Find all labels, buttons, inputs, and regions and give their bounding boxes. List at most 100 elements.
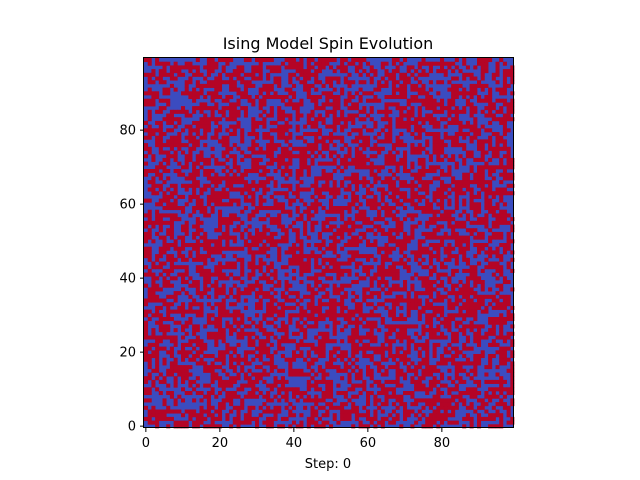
heatmap-cell [284,250,289,255]
heatmap-cell [469,305,474,310]
heatmap-cell [251,320,256,325]
heatmap-cell [473,254,478,259]
heatmap-cell [151,220,156,225]
heatmap-cell [184,354,189,359]
heatmap-cell [251,124,256,129]
heatmap-cell [151,409,156,414]
heatmap-cell [236,372,241,377]
heatmap-cell [247,217,252,222]
heatmap-cell [273,413,278,418]
heatmap-cell [240,272,245,277]
heatmap-cell [314,372,319,377]
heatmap-cell [377,294,382,299]
heatmap-cell [321,350,326,355]
heatmap-cell [262,246,267,251]
heatmap-cell [273,65,278,70]
heatmap-cell [299,254,304,259]
heatmap-cell [332,157,337,162]
heatmap-cell [440,331,445,336]
heatmap-cell [465,180,470,185]
heatmap-cell [218,128,223,133]
heatmap-cell [358,65,363,70]
heatmap-cell [373,180,378,185]
heatmap-cell [210,198,215,203]
heatmap-cell [295,124,300,129]
heatmap-cell [292,387,297,392]
heatmap-cell [454,331,459,336]
heatmap-cell [377,83,382,88]
heatmap-cell [495,298,500,303]
heatmap-cell [236,376,241,381]
heatmap-cell [284,416,289,421]
heatmap-cell [469,228,474,233]
heatmap-cell [477,98,482,103]
heatmap-cell [362,183,367,188]
heatmap-cell [502,172,507,177]
heatmap-cell [403,331,408,336]
heatmap-cell [155,202,160,207]
heatmap-cell [403,235,408,240]
heatmap-cell [147,217,152,222]
heatmap-cell [428,424,433,429]
heatmap-cell [317,95,322,100]
heatmap-cell [277,157,282,162]
heatmap-cell [314,257,319,262]
heatmap-cell [232,102,237,107]
heatmap-cell [251,342,256,347]
heatmap-cell [399,76,404,81]
heatmap-cell [340,272,345,277]
heatmap-cell [399,106,404,111]
heatmap-cell [436,391,441,396]
heatmap-cell [225,391,230,396]
heatmap-cell [428,402,433,407]
heatmap-cell [502,246,507,251]
heatmap-cell [399,120,404,125]
heatmap-cell [181,109,186,114]
heatmap-cell [369,91,374,96]
heatmap-cell [403,194,408,199]
heatmap-cell [155,172,160,177]
heatmap-cell [288,339,293,344]
heatmap-cell [258,87,263,92]
heatmap-cell [340,146,345,151]
heatmap-cell [454,372,459,377]
heatmap-cell [506,280,511,285]
heatmap-cell [358,320,363,325]
heatmap-cell [432,150,437,155]
heatmap-cell [395,394,400,399]
heatmap-cell [236,409,241,414]
heatmap-cell [436,224,441,229]
heatmap-cell [377,291,382,296]
heatmap-cell [221,135,226,140]
heatmap-cell [240,246,245,251]
heatmap-cell [314,154,319,159]
heatmap-cell [203,143,208,148]
heatmap-cell [432,287,437,292]
heatmap-cell [255,69,260,74]
heatmap-cell [262,361,267,366]
heatmap-cell [510,117,515,122]
heatmap-cell [155,220,160,225]
heatmap-cell [403,239,408,244]
heatmap-cell [384,335,389,340]
heatmap-cell [502,361,507,366]
heatmap-cell [495,268,500,273]
heatmap-cell [295,239,300,244]
heatmap-cell [247,331,252,336]
heatmap-cell [451,87,456,92]
heatmap-cell [314,132,319,137]
heatmap-cell [221,169,226,174]
heatmap-cell [366,354,371,359]
heatmap-cell [454,254,459,259]
heatmap-cell [347,95,352,100]
heatmap-cell [332,98,337,103]
heatmap-cell [236,342,241,347]
heatmap-cell [288,72,293,77]
heatmap-cell [436,409,441,414]
heatmap-cell [454,224,459,229]
heatmap-cell [240,187,245,192]
heatmap-cell [266,305,271,310]
heatmap-cell [162,361,167,366]
heatmap-cell [225,231,230,236]
heatmap-cell [351,198,356,203]
